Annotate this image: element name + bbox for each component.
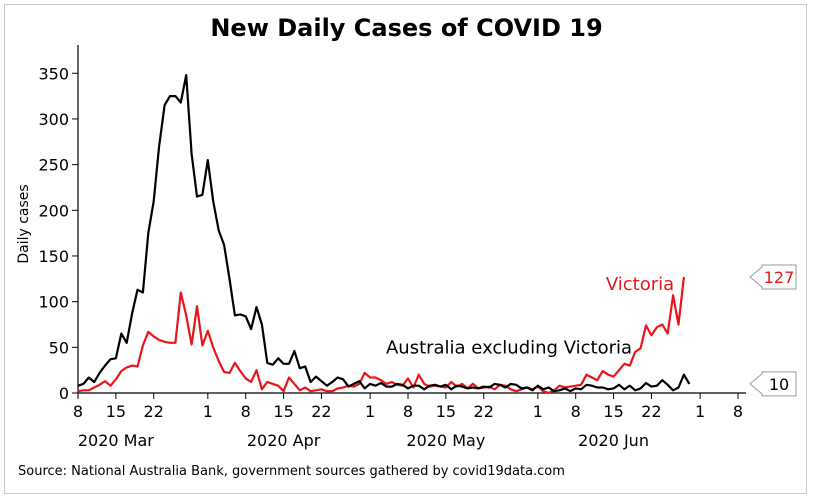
- x-tick-label: 8: [241, 402, 251, 421]
- annotation-victoria: Victoria: [606, 274, 674, 295]
- end-value-label-victoria: 127: [764, 268, 795, 287]
- x-month-label: 2020 Apr: [247, 431, 321, 450]
- y-tick-label: 0: [59, 384, 69, 403]
- x-month-label: 2020 May: [406, 431, 485, 450]
- x-month-label: 2020 Mar: [78, 431, 154, 450]
- series-group: [77, 73, 691, 395]
- x-tick-label: 8: [73, 402, 83, 421]
- x-tick-label: 15: [603, 402, 623, 421]
- x-month-label: 2020 Jun: [578, 431, 649, 450]
- series-line-australia-excl-victoria: [77, 73, 691, 393]
- source-note: Source: National Australia Bank, governm…: [18, 464, 565, 479]
- y-tick-label: 200: [38, 201, 69, 220]
- end-value-box-victoria: [749, 264, 797, 290]
- end-value-label-australia-excl-victoria: 10: [769, 375, 789, 394]
- chart-title: New Daily Cases of COVID 19: [210, 14, 603, 42]
- x-tick-label: 22: [144, 402, 164, 421]
- x-tick-label: 15: [436, 402, 456, 421]
- x-tick-label: 1: [533, 402, 543, 421]
- chart-frame: [4, 4, 807, 494]
- x-tick-label: 8: [733, 402, 743, 421]
- y-tick-label: 350: [38, 64, 69, 83]
- x-tick-label: 22: [641, 402, 661, 421]
- y-tick-label: 250: [38, 156, 69, 175]
- x-tick-label: 1: [203, 402, 213, 421]
- x-tick-label: 15: [106, 402, 126, 421]
- axes: 0 50 100 150 200 250 300 350 Daily cases 8 15 22 1 8 1…: [16, 45, 746, 450]
- y-tick-label: 300: [38, 110, 69, 129]
- x-tick-label: 22: [311, 402, 331, 421]
- y-axis-label: Daily cases: [16, 184, 32, 263]
- end-value-box-australia-excl-victoria: [749, 371, 797, 397]
- y-tick-label: 50: [49, 338, 69, 357]
- x-tick-label: 8: [403, 402, 413, 421]
- x-tick-label: 8: [571, 402, 581, 421]
- annotation-australia-excl-victoria: Australia excluding Victoria: [386, 338, 632, 359]
- series-line-victoria: [77, 276, 685, 395]
- y-tick-label: 100: [38, 293, 69, 312]
- x-tick-label: 15: [273, 402, 293, 421]
- labels-group: 127 10 Victoria Australia excluding Victori…: [386, 264, 797, 397]
- x-tick-label: 22: [474, 402, 494, 421]
- y-tick-label: 150: [38, 247, 69, 266]
- x-tick-label: 1: [365, 402, 375, 421]
- x-tick-label: 1: [695, 402, 705, 421]
